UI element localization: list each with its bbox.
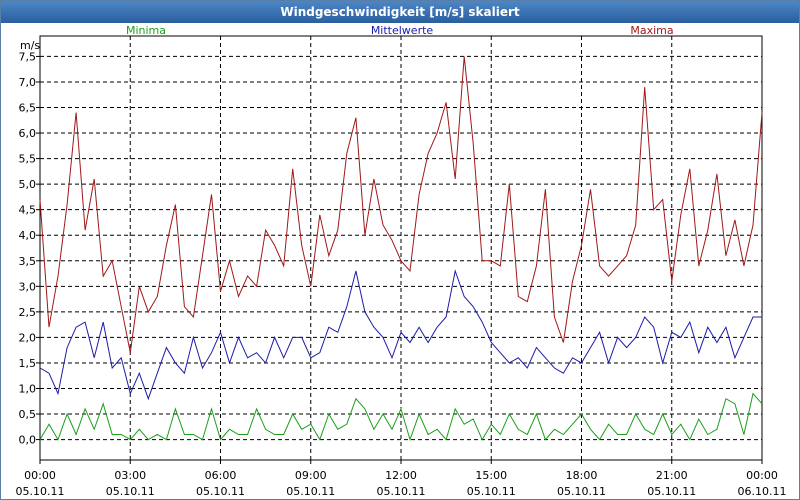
y-tick-label: 0,5 [19, 408, 37, 421]
grid-lines [40, 36, 762, 460]
legend-entry-minima: Minima [126, 24, 166, 37]
legend: Minima Mittelwerte Maxima [126, 24, 674, 37]
y-tick-label: 2,0 [19, 331, 37, 344]
series-line-minima [39, 392, 763, 442]
y-tick-label: 1,5 [19, 357, 37, 370]
x-tick-time: 09:00 [295, 469, 327, 482]
y-tick-label: 3,5 [19, 255, 37, 268]
legend-entry-maxima: Maxima [630, 24, 673, 37]
y-tick-label: 5,5 [19, 153, 37, 166]
x-tick-date: 05.10.11 [16, 485, 65, 498]
x-tick-date: 05.10.11 [647, 485, 696, 498]
y-tick-label: 0,0 [19, 434, 37, 447]
y-tick-label: 7,0 [19, 76, 37, 89]
data-series [39, 56, 763, 442]
y-tick-label: 4,0 [19, 229, 37, 242]
legend-entry-mittelwerte: Mittelwerte [371, 24, 434, 37]
x-tick-date: 05.10.11 [196, 485, 245, 498]
window-title: Windgeschwindigkeit [m/s] skaliert [1, 1, 799, 23]
x-tick-time: 03:00 [114, 469, 146, 482]
y-tick-label: 6,0 [19, 127, 37, 140]
x-axis-ticks: 00:00 05.10.11 03:00 05.10.11 06:00 05.10.11 0… [16, 460, 787, 498]
y-tick-label: 2,5 [19, 306, 37, 319]
x-tick-time: 00:00 [746, 469, 778, 482]
y-tick-label: 6,5 [19, 102, 37, 115]
y-axis-ticks: 0,0 0,5 1,0 1,5 2,0 2,5 3,0 3,5 4,0 4,5 5,0 5,5 6,0 6… [19, 50, 40, 447]
x-tick-time: 15:00 [475, 469, 507, 482]
x-tick-date: 05.10.11 [557, 485, 606, 498]
x-tick-time: 18:00 [566, 469, 598, 482]
y-tick-label: 3,0 [19, 280, 37, 293]
series-line-maxima [39, 56, 763, 353]
series-line-mittelwerte [39, 269, 762, 401]
y-tick-label: 1,0 [19, 382, 37, 395]
x-tick-time: 06:00 [205, 469, 237, 482]
x-tick-date: 05.10.11 [377, 485, 426, 498]
y-tick-label: 5,0 [19, 178, 37, 191]
x-tick-date: 05.10.11 [286, 485, 335, 498]
x-tick-date: 05.10.11 [467, 485, 516, 498]
y-axis-label: m/s [20, 39, 40, 52]
x-tick-time: 21:00 [656, 469, 688, 482]
y-tick-label: 7,5 [19, 50, 37, 63]
y-tick-label: 4,5 [19, 204, 37, 217]
x-tick-date: 06.10.11 [738, 485, 787, 498]
x-tick-date: 05.10.11 [106, 485, 155, 498]
x-tick-time: 12:00 [385, 469, 417, 482]
x-tick-time: 00:00 [24, 469, 56, 482]
